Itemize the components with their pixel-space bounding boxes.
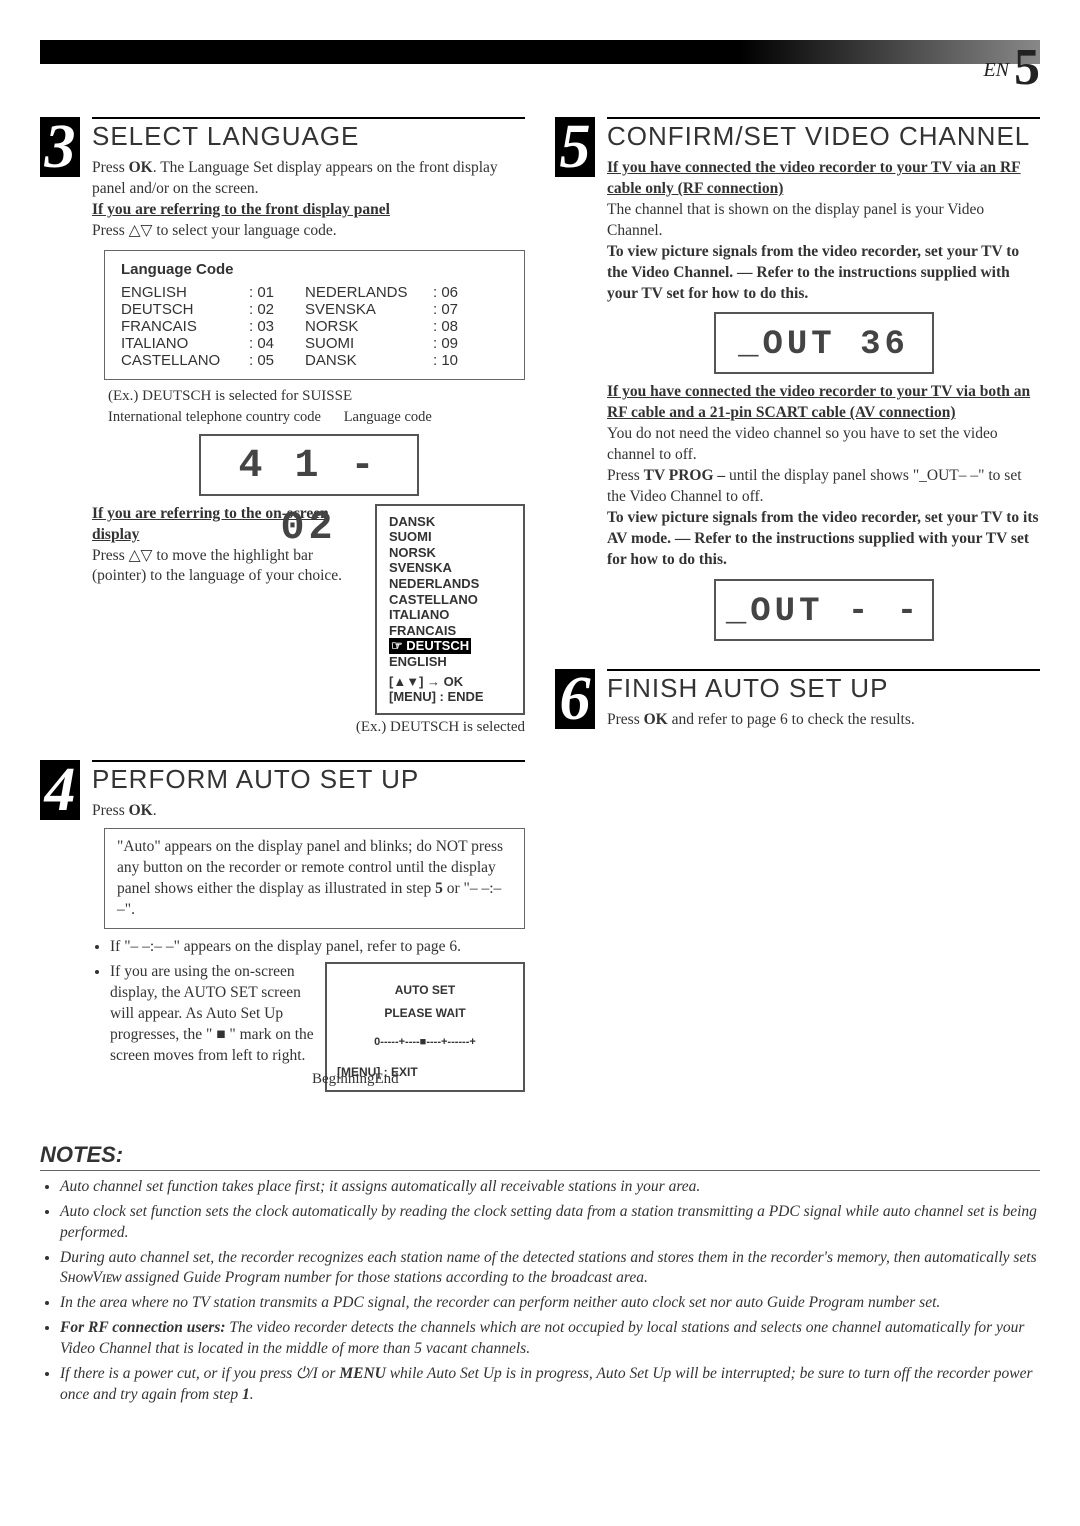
note-item: Auto channel set function takes place fi… xyxy=(60,1177,1040,1198)
step3-example: (Ex.) DEUTSCH is selected for SUISSE xyxy=(108,388,525,405)
page-en: EN xyxy=(983,59,1009,81)
step4-b2: AUTO SET PLEASE WAIT 0-----+----■----+--… xyxy=(110,962,525,1067)
note-item: If there is a power cut, or if you press… xyxy=(60,1364,1040,1406)
step3-sub1: If you are referring to the front displa… xyxy=(92,200,525,221)
step3-sub1-text: Press △▽ to select your language code. xyxy=(92,221,525,242)
step-3: 3 SELECT LANGUAGE Press OK. The Language… xyxy=(40,117,525,740)
lcd-text-1: 4 1 - 02 xyxy=(201,436,417,560)
language-code-table: Language Code ENGLISH: 01NEDERLANDS: 06 … xyxy=(104,250,525,380)
step-number-3: 3 xyxy=(40,117,80,177)
step5-title: CONFIRM/SET VIDEO CHANNEL xyxy=(607,117,1040,152)
step4-bullets: If "– –:– –" appears on the display pane… xyxy=(110,937,525,1067)
step5-sub2: If you have connected the video recorder… xyxy=(607,382,1040,424)
note-item: During auto channel set, the recorder re… xyxy=(60,1248,1040,1290)
label-end: End xyxy=(375,1071,399,1088)
step3-intro: Press OK. The Language Set display appea… xyxy=(92,158,525,200)
step-4: 4 PERFORM AUTO SET UP Press OK. "Auto" a… xyxy=(40,760,525,1092)
step-6: 6 FINISH AUTO SET UP Press OK and refer … xyxy=(555,669,1040,731)
selected-lang: ☞ DEUTSCH xyxy=(389,638,471,654)
lcd-display-out36: _OUT 36 xyxy=(714,312,934,374)
step3-example2: (Ex.) DEUTSCH is selected xyxy=(108,719,525,736)
notes-section: NOTES: Auto channel set function takes p… xyxy=(40,1142,1040,1406)
note-item: For RF connection users: The video recor… xyxy=(60,1318,1040,1360)
step5-t4: Press TV PROG – until the display panel … xyxy=(607,466,1040,508)
lcd-text-out36: _OUT 36 xyxy=(716,314,932,376)
step-number-4: 4 xyxy=(40,760,80,820)
leader-intl-code: International telephone country code xyxy=(108,409,344,426)
notes-list: Auto channel set function takes place fi… xyxy=(60,1177,1040,1406)
page-number: EN 5 xyxy=(40,38,1040,97)
page-num: 5 xyxy=(1014,39,1040,96)
step4-box: "Auto" appears on the display panel and … xyxy=(104,828,525,930)
note-item: In the area where no TV station transmit… xyxy=(60,1293,1040,1314)
auto-progress: 0-----+----■----+------+ xyxy=(327,1035,523,1050)
step4-intro: Press OK. xyxy=(92,801,525,822)
note-item: Auto clock set function sets the clock a… xyxy=(60,1202,1040,1244)
step6-title: FINISH AUTO SET UP xyxy=(607,669,1040,704)
step5-t1: The channel that is shown on the display… xyxy=(607,200,1040,242)
leader-lang-code: Language code xyxy=(344,409,525,426)
step4-b1: If "– –:– –" appears on the display pane… xyxy=(110,937,525,958)
step5-sub1: If you have connected the video recorder… xyxy=(607,158,1040,200)
label-beginning: Beginning xyxy=(312,1071,375,1088)
table-header: Language Code xyxy=(121,261,508,278)
lcd-text-out--: _OUT - - xyxy=(716,581,932,643)
step5-t2: To view picture signals from the video r… xyxy=(607,242,1040,305)
auto-title: AUTO SET xyxy=(337,982,513,998)
step4-title: PERFORM AUTO SET UP xyxy=(92,760,525,795)
step5-t3: You do not need the video channel so you… xyxy=(607,424,1040,466)
step-5: 5 CONFIRM/SET VIDEO CHANNEL If you have … xyxy=(555,117,1040,649)
step5-t5: To view picture signals from the video r… xyxy=(607,508,1040,571)
step-number-5: 5 xyxy=(555,117,595,177)
step-number-6: 6 xyxy=(555,669,595,729)
lcd-display-1: 4 1 - 02 xyxy=(199,434,419,496)
lcd-display-out--: _OUT - - xyxy=(714,579,934,641)
step6-t1: Press OK and refer to page 6 to check th… xyxy=(607,710,1040,731)
step3-title: SELECT LANGUAGE xyxy=(92,117,525,152)
notes-header: NOTES: xyxy=(40,1142,1040,1171)
auto-wait: PLEASE WAIT xyxy=(337,1005,513,1021)
